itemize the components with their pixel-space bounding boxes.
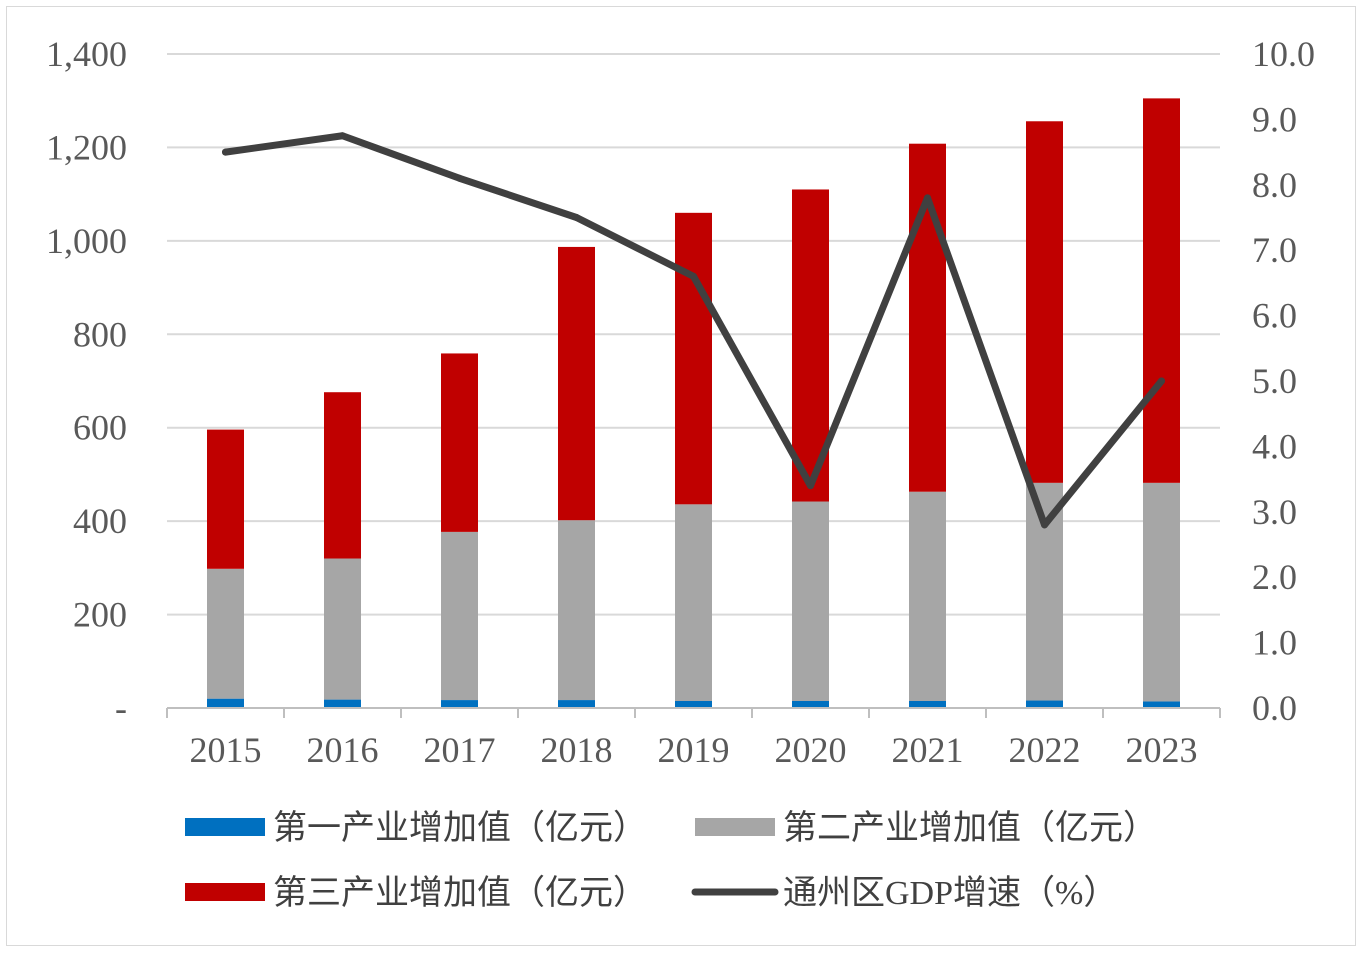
left-tick-label: 800	[73, 314, 127, 354]
line-point	[573, 214, 580, 221]
axes-group: - 200 400 600 800 1,000 1,200 1,400 0.0 1.0 2.0 3.0…	[46, 34, 1315, 770]
right-tick-label: 8.0	[1252, 165, 1297, 205]
x-tick-label: 2021	[892, 730, 964, 770]
legend-swatch	[695, 818, 775, 836]
left-tick-label: 1,400	[46, 34, 127, 74]
right-tick-label: 7.0	[1252, 230, 1297, 270]
x-tick-label: 2022	[1009, 730, 1081, 770]
bar-segment-series1	[324, 699, 361, 708]
bar-segment-series2	[324, 558, 361, 700]
right-tick-label: 9.0	[1252, 99, 1297, 139]
bar-segment-series2	[909, 491, 946, 701]
x-tick-label: 2017	[424, 730, 496, 770]
bar-segment-series3	[675, 212, 712, 505]
x-tick-label: 2019	[658, 730, 730, 770]
left-tick-label: 400	[73, 501, 127, 541]
x-tick-label: 2020	[775, 730, 847, 770]
bar-segment-series1	[207, 698, 244, 708]
bar-segment-series1	[792, 700, 829, 708]
line-point	[807, 482, 814, 490]
bar-segment-series2	[1143, 482, 1180, 702]
right-tick-label: 6.0	[1252, 296, 1297, 336]
bar-segment-series3	[1143, 98, 1180, 483]
bar-segment-series2	[792, 501, 829, 701]
bar-segment-series3	[441, 353, 478, 532]
x-tick-label: 2018	[541, 730, 613, 770]
x-tick-label: 2016	[307, 730, 379, 770]
bar-segment-series1	[441, 700, 478, 708]
bar-segment-series3	[207, 429, 244, 569]
bar-segment-series3	[324, 392, 361, 559]
bar-segment-series3	[558, 246, 595, 521]
line-point	[456, 174, 463, 182]
right-tick-label: 4.0	[1252, 426, 1297, 466]
right-tick-label: 0.0	[1252, 688, 1297, 728]
legend: 第一产业增加值（亿元） 第二产业增加值（亿元） 第三产业增加值（亿元） 通州区GDP增…	[185, 809, 1157, 912]
combo-chart: - 200 400 600 800 1,000 1,200 1,400 0.0 1.0 2.0 3.0…	[46, 34, 1315, 912]
left-tick-label: 1,000	[46, 221, 127, 261]
line-point	[222, 148, 229, 156]
left-tick-label: -	[115, 688, 127, 728]
line-point	[690, 272, 697, 280]
bar-series-group	[207, 98, 1180, 708]
x-tick-label: 2023	[1126, 730, 1198, 770]
right-tick-label: 2.0	[1252, 557, 1297, 597]
bar-segment-series1	[909, 700, 946, 708]
legend-swatch	[185, 818, 265, 836]
line-series-group	[222, 132, 1165, 529]
right-tick-label: 1.0	[1252, 623, 1297, 663]
x-tick-label: 2015	[190, 730, 262, 770]
bar-segment-series2	[675, 504, 712, 701]
line-point	[924, 194, 931, 202]
legend-label: 第一产业增加值（亿元）	[273, 809, 647, 847]
bar-segment-series2	[558, 520, 595, 701]
line-point	[339, 132, 346, 140]
line-point	[1158, 377, 1165, 385]
line-point	[1041, 521, 1048, 529]
bar-segment-series1	[1026, 700, 1063, 708]
bar-segment-series1	[675, 700, 712, 708]
legend-label: 第二产业增加值（亿元）	[783, 809, 1157, 847]
right-tick-label: 10.0	[1252, 34, 1315, 74]
right-tick-label: 5.0	[1252, 361, 1297, 401]
bar-segment-series2	[207, 568, 244, 699]
bar-segment-series1	[1143, 701, 1180, 708]
left-tick-label: 200	[73, 595, 127, 635]
right-tick-label: 3.0	[1252, 492, 1297, 532]
legend-label: 通州区GDP增速（%）	[783, 874, 1117, 912]
left-tick-label: 1,200	[46, 127, 127, 167]
legend-swatch	[185, 883, 265, 901]
chart-frame: - 200 400 600 800 1,000 1,200 1,400 0.0 1.0 2.0 3.0…	[6, 6, 1356, 946]
legend-label: 第三产业增加值（亿元）	[273, 874, 647, 912]
bar-segment-series3	[1026, 121, 1063, 483]
bar-segment-series1	[558, 700, 595, 708]
bar-segment-series2	[441, 531, 478, 701]
left-tick-label: 600	[73, 408, 127, 448]
